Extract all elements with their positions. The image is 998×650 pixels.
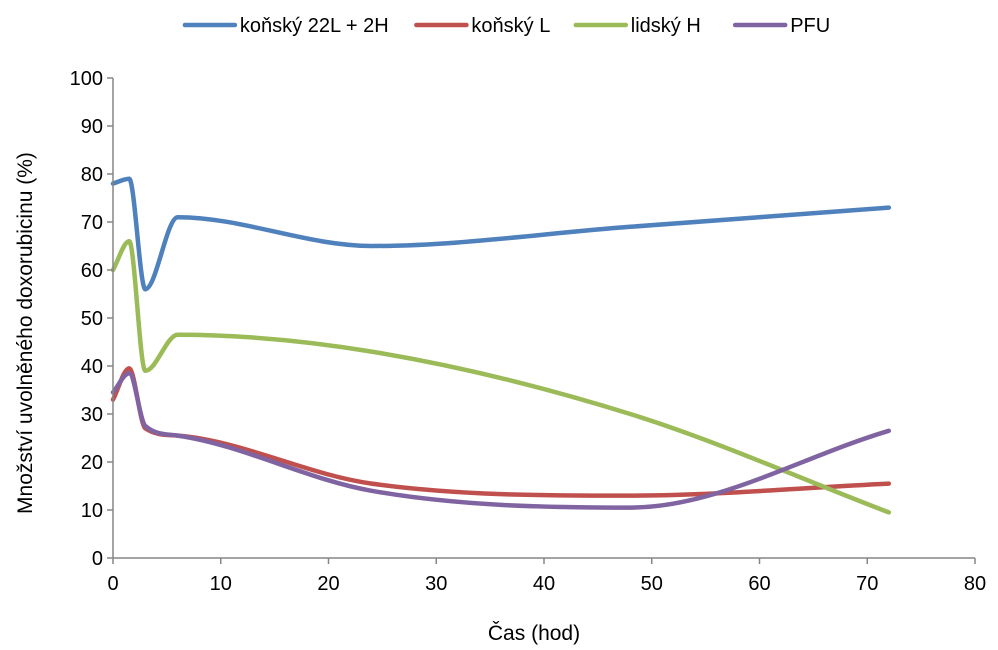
y-tick-label: 100 [70,68,103,90]
y-tick-label: 60 [81,260,103,282]
series-line-2 [110,366,892,498]
y-tick-label: 70 [81,212,103,234]
x-tick-label: 20 [317,573,339,595]
series-layer [110,176,892,515]
legend-label-3: lidský H [631,15,701,37]
x-tick-label: 50 [641,573,663,595]
x-tick-label: 80 [964,573,986,595]
y-tick-label: 0 [92,548,103,570]
legend-label-4: PFU [790,15,830,37]
y-tick-label: 20 [81,452,103,474]
y-axis-ticks: 0 10 20 30 40 50 60 70 80 90 100 [70,68,113,570]
x-tick-label: 10 [210,573,232,595]
legend-label-2: koňský L [471,15,550,37]
y-tick-label: 90 [81,116,103,138]
y-tick-label: 10 [81,500,103,522]
legend-label-1: koňský 22L + 2H [240,15,389,37]
y-tick-label: 30 [81,404,103,426]
y-tick-label: 50 [81,308,103,330]
plot-area: 0 10 20 30 40 50 60 70 80 90 100 0 10 20 30 40 50 60 70 80 [70,68,987,595]
x-tick-label: 60 [748,573,770,595]
x-axis-ticks: 0 10 20 30 40 50 60 70 80 [107,558,986,595]
y-tick-label: 40 [81,356,103,378]
x-tick-label: 70 [856,573,878,595]
y-tick-label: 80 [81,164,103,186]
x-tick-label: 30 [425,573,447,595]
x-tick-label: 0 [107,573,118,595]
x-tick-label: 40 [533,573,555,595]
x-axis-title: Čas (hod) [488,622,580,645]
y-axis-title: Množství uvolněného doxorubicinu (%) [14,152,37,514]
legend: koňský 22L + 2H koňský L lidský H PFU [182,15,830,37]
series-line-1 [110,176,892,292]
series-line-3 [110,238,892,515]
series-line-4 [110,370,892,510]
